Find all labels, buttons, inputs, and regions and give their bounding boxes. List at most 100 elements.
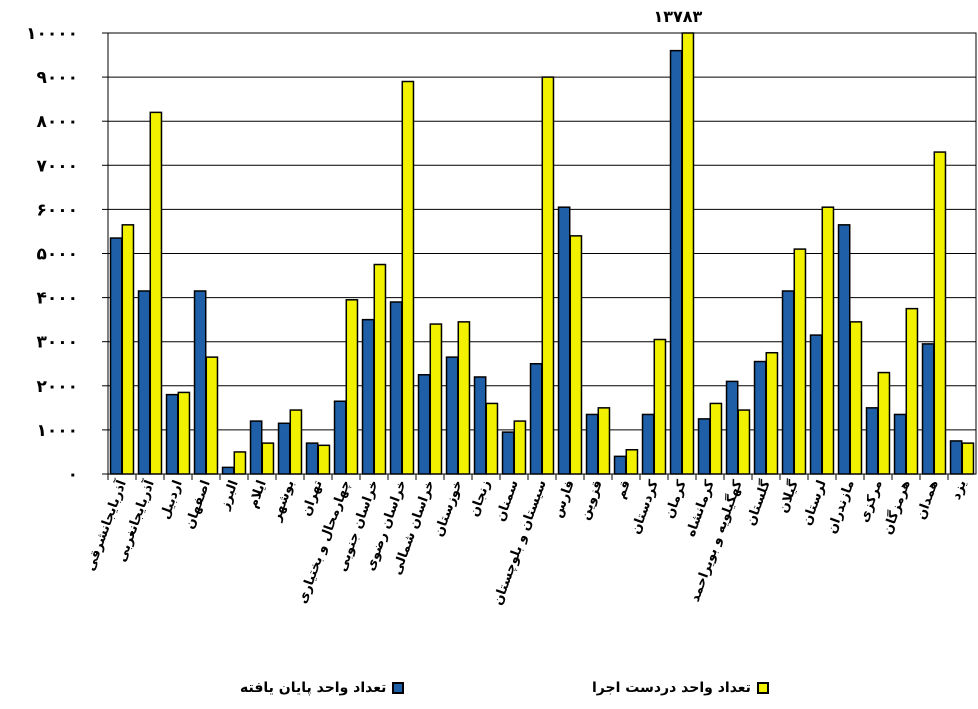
bar-in-progress bbox=[709, 402, 723, 475]
bar-in-progress bbox=[961, 442, 975, 475]
legend-swatch-yellow bbox=[756, 682, 769, 694]
bar-in-progress bbox=[401, 80, 415, 475]
bar-in-progress bbox=[849, 321, 863, 475]
bar-in-progress bbox=[681, 32, 695, 475]
bar-in-progress bbox=[513, 420, 527, 475]
y-tick-label: ۰ bbox=[68, 465, 78, 485]
bar-in-progress bbox=[177, 391, 191, 475]
bar-in-progress bbox=[765, 351, 779, 475]
bar-completed bbox=[641, 413, 655, 475]
x-tick-label: گیلان bbox=[775, 477, 802, 515]
bar-completed bbox=[865, 407, 879, 475]
bar-in-progress bbox=[905, 307, 919, 475]
bars bbox=[109, 32, 975, 475]
legend-item-blue: تعداد واحد پایان یافته bbox=[240, 680, 405, 696]
bar-in-progress bbox=[373, 263, 387, 475]
y-tick-label: ۱۰۰۰ bbox=[36, 421, 78, 441]
bar-in-progress bbox=[597, 407, 611, 475]
y-tick-label: ۴۰۰۰ bbox=[36, 289, 78, 309]
bar-in-progress bbox=[821, 206, 835, 475]
bar-in-progress bbox=[205, 356, 219, 475]
bar-in-progress bbox=[541, 76, 555, 475]
x-tick-label: قزوین bbox=[578, 478, 606, 522]
bar-completed bbox=[445, 356, 459, 475]
bar-in-progress bbox=[261, 442, 275, 475]
bar-completed bbox=[613, 455, 627, 475]
annotations: ۱۳۷۸۳ bbox=[653, 7, 702, 26]
x-tick-label: سمنان bbox=[493, 478, 522, 523]
x-tick-label: مازندران bbox=[825, 478, 858, 536]
bar-completed bbox=[333, 400, 347, 475]
bar-completed bbox=[193, 290, 207, 475]
x-tick-label: اصفهان bbox=[182, 478, 214, 531]
bar-completed bbox=[725, 380, 739, 475]
y-tick-label: ۷۰۰۰ bbox=[36, 156, 78, 176]
x-tick-label: خوزستان bbox=[431, 478, 465, 539]
x-tick-label: کهگیلویه و بویراحمد bbox=[687, 477, 746, 604]
x-tick-label: کردستان bbox=[628, 478, 662, 537]
bar-in-progress bbox=[289, 409, 303, 475]
bar-in-progress bbox=[793, 248, 807, 475]
bar-in-progress bbox=[457, 321, 471, 475]
y-tick-label: ۹۰۰۰ bbox=[36, 68, 78, 88]
x-tick-label: بوشهر bbox=[269, 478, 298, 524]
x-tick-label: ایلام bbox=[246, 478, 270, 510]
x-tick-label: زنجان bbox=[467, 478, 494, 519]
y-tick-label: ۵۰۰۰ bbox=[36, 245, 78, 265]
bar-in-progress bbox=[933, 151, 947, 475]
bar-completed bbox=[501, 431, 515, 475]
x-tick-label: گلستان bbox=[743, 477, 774, 527]
x-tick-label: کرمان bbox=[662, 478, 690, 521]
bar-in-progress bbox=[233, 451, 247, 475]
bar-completed bbox=[389, 301, 403, 475]
legend-item-yellow: تعداد واحد دردست اجرا bbox=[592, 680, 769, 696]
bar-completed bbox=[781, 290, 795, 475]
bar-in-progress bbox=[569, 235, 583, 475]
bar-in-progress bbox=[345, 299, 359, 475]
bar-completed bbox=[949, 440, 963, 475]
bar-completed bbox=[893, 413, 907, 475]
bar-in-progress bbox=[485, 402, 499, 475]
bar-completed bbox=[473, 376, 487, 475]
bar-completed bbox=[277, 422, 291, 475]
bar-completed bbox=[221, 466, 235, 475]
bar-in-progress bbox=[429, 323, 443, 475]
bar-completed bbox=[809, 334, 823, 475]
y-tick-label: ۲۰۰۰ bbox=[36, 377, 78, 397]
x-tick-label: سیستان و بلوچستان bbox=[491, 478, 550, 607]
bar-completed bbox=[837, 224, 851, 475]
x-tick-label: لرستان bbox=[800, 478, 830, 527]
x-tick-label: همدان bbox=[914, 478, 942, 521]
bar-completed bbox=[697, 418, 711, 475]
x-tick-label: یزد bbox=[949, 478, 970, 502]
y-tick-label: ۳۰۰۰ bbox=[36, 333, 78, 353]
data-label: ۱۳۷۸۳ bbox=[653, 7, 702, 26]
bar-in-progress bbox=[653, 338, 667, 475]
y-tick-label: ۸۰۰۰ bbox=[36, 112, 78, 132]
bar-completed bbox=[109, 237, 123, 475]
bar-in-progress bbox=[625, 449, 639, 475]
bar-completed bbox=[305, 442, 319, 475]
legend-label-yellow: تعداد واحد دردست اجرا bbox=[592, 680, 751, 696]
x-tick-label: اردبیل bbox=[158, 478, 186, 521]
bar-in-progress bbox=[877, 371, 891, 475]
bar-completed bbox=[557, 206, 571, 475]
y-tick-label: ۶۰۰۰ bbox=[36, 200, 78, 220]
bar-completed bbox=[165, 393, 179, 475]
bar-in-progress bbox=[121, 224, 135, 475]
bar-completed bbox=[753, 360, 767, 475]
bar-completed bbox=[529, 363, 543, 475]
bar-completed bbox=[921, 343, 935, 475]
bar-completed bbox=[417, 374, 431, 475]
bar-in-progress bbox=[149, 111, 163, 475]
x-tick-label: قم bbox=[613, 478, 633, 501]
bar-completed bbox=[585, 413, 599, 475]
x-tick-label: فارس bbox=[550, 478, 577, 520]
x-tick-label: تهران bbox=[299, 478, 326, 518]
x-tick-label: البرز bbox=[217, 478, 242, 512]
x-tick-label: مرکزی bbox=[857, 478, 886, 524]
legend-swatch-blue bbox=[392, 682, 405, 694]
legend-label-blue: تعداد واحد پایان یافته bbox=[240, 680, 387, 696]
